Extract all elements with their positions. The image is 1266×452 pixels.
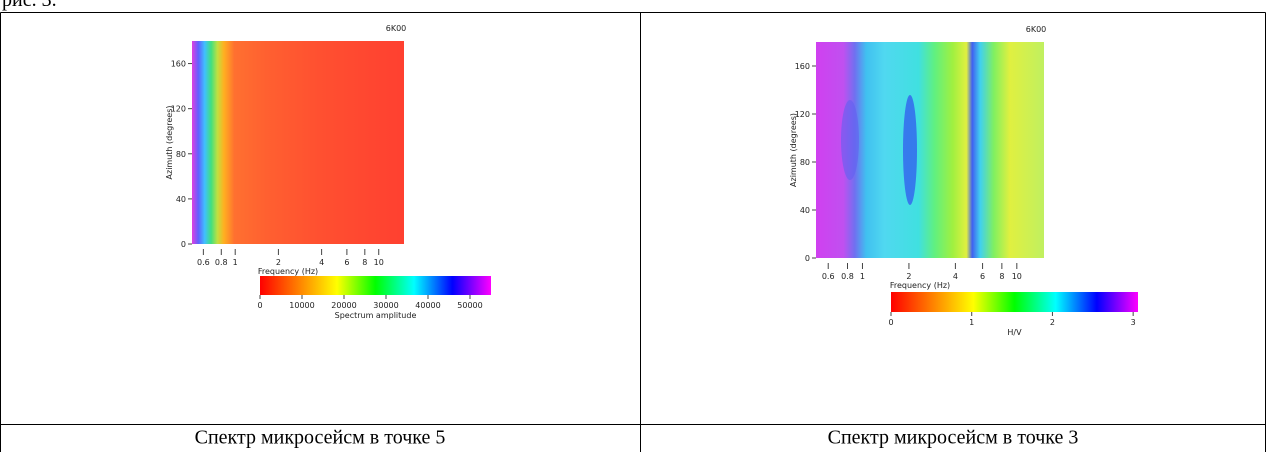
x-tick-label: 1 bbox=[860, 272, 865, 281]
x-tick-label: 2 bbox=[906, 272, 911, 281]
heatmap-field bbox=[192, 41, 404, 244]
y-tick-label: 40 bbox=[176, 195, 186, 204]
colorbar-tick-label: 20000 bbox=[331, 301, 356, 310]
y-axis-label: Azimuth (degrees) bbox=[165, 106, 174, 180]
colorbar bbox=[260, 276, 491, 295]
x-tick-label: 6 bbox=[980, 272, 985, 281]
colorbar-tick-label: 0 bbox=[888, 318, 893, 327]
x-tick-label: 0.6 bbox=[822, 272, 835, 281]
x-tick-label: 10 bbox=[1012, 272, 1022, 281]
y-axis-label: Azimuth (degrees) bbox=[789, 113, 798, 187]
colorbar-tick-label: 2 bbox=[1050, 318, 1055, 327]
y-tick-label: 160 bbox=[171, 60, 186, 69]
y-tick-label: 120 bbox=[795, 110, 810, 119]
colorbar-tick-label: 10000 bbox=[289, 301, 314, 310]
heatmap-feature bbox=[903, 95, 917, 205]
colorbar-label: Spectrum amplitude bbox=[335, 311, 417, 320]
heatmap-feature bbox=[841, 100, 859, 180]
colorbar bbox=[891, 292, 1138, 312]
x-axis-label: Frequency (Hz) bbox=[258, 267, 318, 276]
x-tick-label: 8 bbox=[999, 272, 1004, 281]
y-tick-label: 80 bbox=[176, 150, 186, 159]
y-tick-label: 0 bbox=[181, 240, 186, 249]
x-tick-label: 8 bbox=[362, 258, 367, 267]
chart-title: 6K00 bbox=[386, 24, 407, 33]
fragment: рис. 3. bbox=[2, 0, 57, 11]
x-tick-label: 10 bbox=[374, 258, 384, 267]
y-tick-label: 40 bbox=[800, 206, 810, 215]
x-tick-label: 2 bbox=[276, 258, 281, 267]
colorbar-tick-label: 3 bbox=[1131, 318, 1136, 327]
caption: Спектр микросейсм в точке 3 bbox=[828, 427, 1079, 449]
x-tick-label: 0.8 bbox=[841, 272, 854, 281]
colorbar-tick-label: 0 bbox=[257, 301, 262, 310]
x-tick-label: 6 bbox=[344, 258, 349, 267]
colorbar-tick-label: 40000 bbox=[415, 301, 440, 310]
y-tick-label: 80 bbox=[800, 158, 810, 167]
colorbar-tick-label: 1 bbox=[969, 318, 974, 327]
x-axis-label: Frequency (Hz) bbox=[890, 281, 950, 290]
y-tick-label: 120 bbox=[171, 105, 186, 114]
y-tick-label: 0 bbox=[805, 254, 810, 263]
colorbar-tick-label: 50000 bbox=[457, 301, 482, 310]
x-tick-label: 1 bbox=[233, 258, 238, 267]
x-tick-label: 0.6 bbox=[197, 258, 210, 267]
caption: Спектр микросейсм в точке 5 bbox=[195, 427, 446, 449]
colorbar-tick-label: 30000 bbox=[373, 301, 398, 310]
x-tick-label: 0.8 bbox=[215, 258, 228, 267]
colorbar-label: H/V bbox=[1007, 328, 1022, 337]
x-tick-label: 4 bbox=[319, 258, 324, 267]
x-tick-label: 4 bbox=[953, 272, 958, 281]
chart-title: 6K00 bbox=[1026, 25, 1047, 34]
y-tick-label: 160 bbox=[795, 62, 810, 71]
